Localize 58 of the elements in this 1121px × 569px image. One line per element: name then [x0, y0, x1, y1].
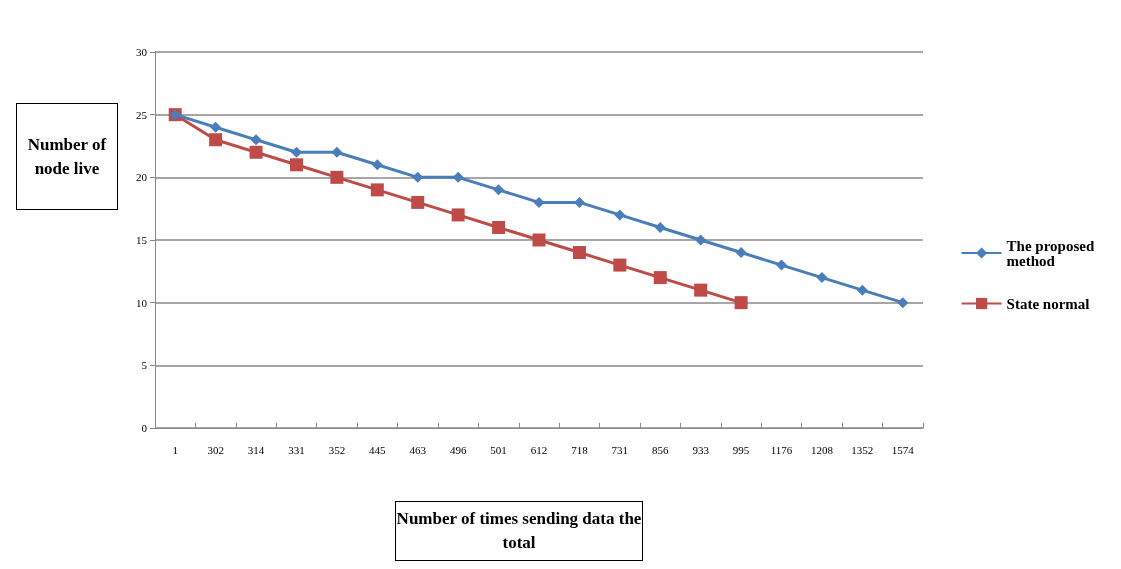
x-tick-label: 352 — [328, 443, 346, 456]
point — [371, 159, 383, 171]
point — [654, 221, 666, 233]
x-tick-label: 731 — [611, 443, 629, 456]
x-tick-label: 496 — [449, 443, 467, 456]
point — [897, 297, 909, 309]
y-tick-label: 10 — [136, 296, 148, 309]
point — [493, 184, 505, 196]
x-tick-label: 314 — [247, 443, 265, 456]
point — [451, 208, 465, 222]
x-tick-label: 1 — [172, 443, 178, 456]
x-tick-label: 1574 — [891, 443, 915, 456]
legend-label: State normal — [1006, 295, 1090, 312]
y-tick-label: 20 — [136, 171, 148, 184]
y-tick-label: 25 — [136, 108, 148, 121]
x-tick-label: 302 — [207, 443, 224, 456]
x-tick-label: 445 — [369, 443, 387, 456]
point — [411, 195, 425, 209]
point — [331, 146, 343, 158]
x-tick-label: 933 — [692, 443, 710, 456]
y-tick-label: 5 — [141, 359, 148, 372]
point — [694, 283, 708, 297]
point — [695, 234, 707, 246]
x-tick-label: 331 — [288, 443, 305, 456]
legend-label: The proposed method — [1006, 237, 1099, 269]
point — [249, 145, 263, 159]
point — [289, 158, 303, 172]
point — [572, 246, 586, 260]
point — [776, 259, 788, 271]
x-tick-label: 995 — [732, 443, 750, 456]
point — [492, 220, 506, 234]
x-tick-label: 463 — [409, 443, 427, 456]
x-tick-label: 1352 — [851, 443, 874, 456]
y-tick-label: 30 — [136, 46, 148, 58]
y-tick-label: 0 — [141, 422, 148, 434]
y-axis-title: Number of node live — [16, 103, 118, 210]
x-tick-label: 856 — [652, 443, 670, 456]
point — [734, 296, 748, 310]
point — [613, 258, 627, 272]
point — [735, 247, 747, 259]
point — [290, 146, 302, 158]
x-axis-title: Number of times sending data the total — [395, 501, 643, 561]
point — [210, 121, 222, 133]
point — [653, 271, 667, 285]
point — [209, 133, 223, 147]
point — [816, 272, 828, 284]
x-tick-label: 1208 — [810, 443, 834, 456]
point — [856, 284, 868, 296]
x-tick-label: 718 — [571, 443, 589, 456]
x-tick-label: 1176 — [770, 443, 793, 456]
point — [532, 233, 546, 247]
point — [614, 209, 626, 221]
x-tick-label: 501 — [490, 443, 507, 456]
point — [370, 183, 384, 197]
y-tick-label: 15 — [136, 234, 148, 246]
point — [330, 170, 344, 184]
x-tick-label: 612 — [530, 443, 548, 456]
point — [250, 134, 262, 146]
